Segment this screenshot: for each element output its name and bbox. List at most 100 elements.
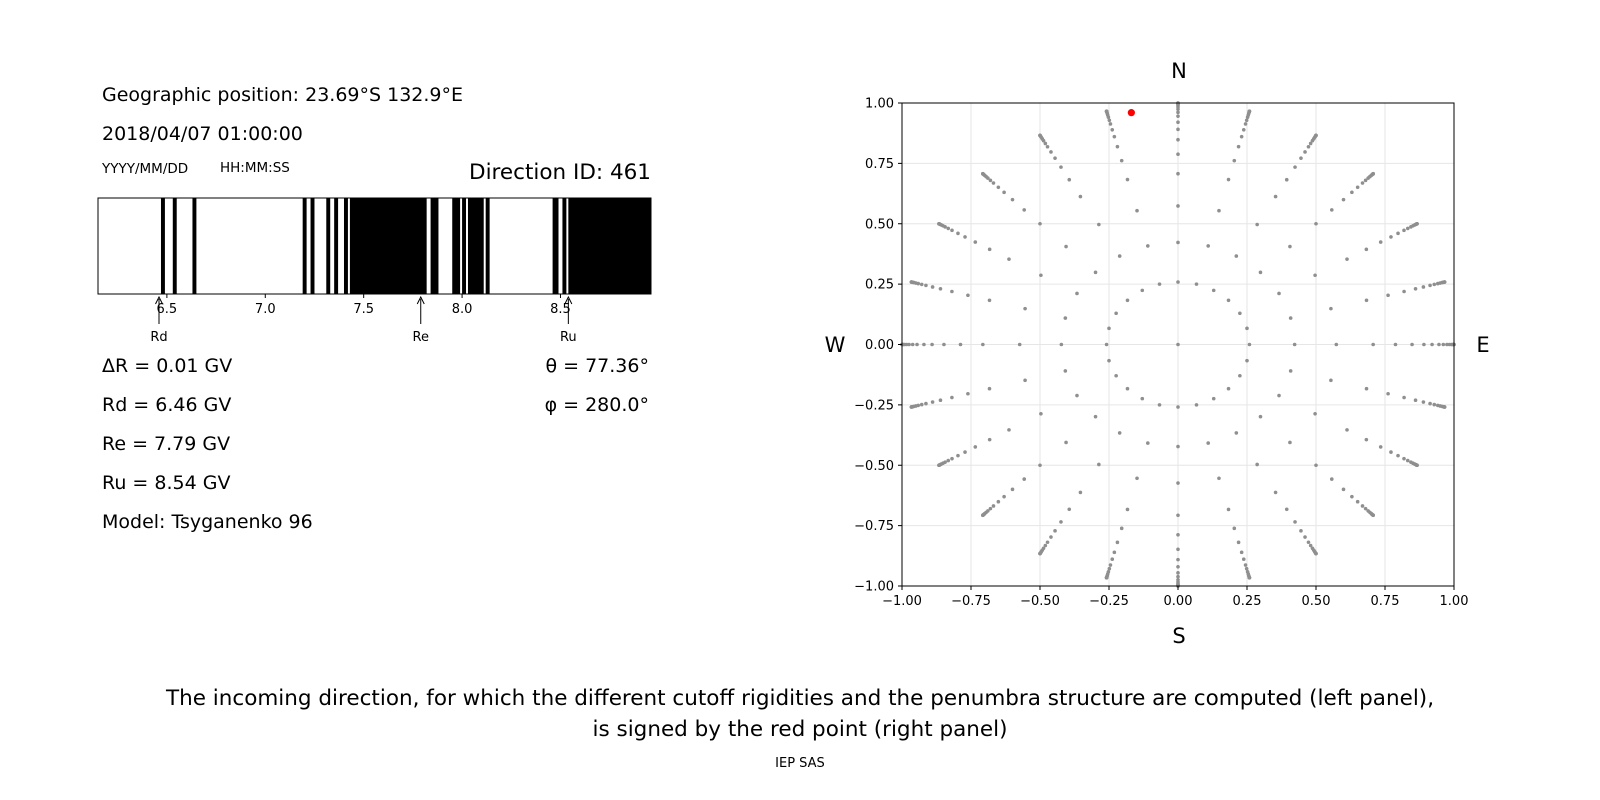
direction-point bbox=[1176, 444, 1180, 449]
direction-point bbox=[1176, 342, 1180, 347]
direction-point bbox=[956, 231, 960, 236]
direction-point bbox=[1422, 342, 1426, 347]
direction-point bbox=[1239, 134, 1244, 139]
direction-point bbox=[1303, 150, 1307, 154]
direction-point bbox=[1378, 445, 1383, 449]
direction-point bbox=[1405, 226, 1410, 231]
direction-point bbox=[1288, 369, 1293, 373]
direction-point bbox=[1217, 476, 1221, 481]
direction-point bbox=[1442, 280, 1447, 284]
direction-point bbox=[1017, 342, 1022, 347]
date-format-label: YYYY/MM/DD bbox=[102, 161, 189, 177]
direction-point bbox=[1413, 398, 1418, 402]
direction-point bbox=[973, 240, 978, 244]
y-tick-label: 0.00 bbox=[865, 338, 894, 353]
direction-point bbox=[1115, 540, 1120, 545]
direction-scatter-chart: −1.00 −0.75 −0.50 −0.25 0.00 0.25 0.50 0.75 1.00… bbox=[825, 59, 1490, 648]
direction-point bbox=[1114, 373, 1118, 378]
penumbra-x-axis: 6.5 7.0 7.5 8.0 8.5 bbox=[157, 294, 571, 317]
direction-point bbox=[1176, 137, 1180, 142]
caption-line-1: The incoming direction, for which the di… bbox=[165, 686, 1435, 711]
direction-point bbox=[1402, 289, 1406, 294]
direction-point bbox=[1110, 127, 1115, 132]
direction-point bbox=[1125, 507, 1130, 512]
y-tick-label: −0.25 bbox=[854, 398, 894, 413]
direction-point bbox=[950, 395, 954, 400]
direction-point bbox=[1226, 386, 1231, 391]
direction-point bbox=[1064, 244, 1068, 249]
forbidden-band bbox=[562, 198, 567, 294]
direction-point bbox=[1157, 403, 1162, 407]
direction-point bbox=[1226, 177, 1231, 182]
delta-r-value: ΔR = 0.01 GV bbox=[102, 355, 233, 377]
direction-point bbox=[1176, 240, 1180, 245]
direction-point bbox=[1023, 306, 1027, 311]
x-tick-label: 0.25 bbox=[1233, 594, 1262, 609]
direction-point bbox=[1125, 298, 1130, 303]
direction-point bbox=[1389, 235, 1393, 239]
direction-point bbox=[996, 185, 1001, 190]
direction-point bbox=[1064, 440, 1068, 445]
x-tick-label: −0.75 bbox=[951, 594, 991, 609]
direction-point bbox=[1313, 273, 1317, 278]
direction-point bbox=[1437, 342, 1441, 347]
forbidden-band bbox=[485, 198, 490, 294]
direction-point bbox=[1441, 342, 1446, 347]
direction-point bbox=[1288, 316, 1293, 320]
direction-point bbox=[1157, 282, 1162, 286]
direction-point bbox=[1232, 526, 1237, 531]
forbidden-band bbox=[192, 198, 197, 294]
x-tick-label: −0.25 bbox=[1089, 594, 1129, 609]
forbidden-band bbox=[343, 198, 348, 294]
direction-point bbox=[930, 400, 935, 404]
direction-point bbox=[1067, 507, 1072, 512]
marker-label-rd: Rd bbox=[150, 330, 167, 345]
direction-point bbox=[1314, 133, 1318, 138]
direction-point bbox=[1389, 450, 1393, 454]
direction-point bbox=[1277, 291, 1281, 296]
caption-line-2: is signed by the red point (right panel) bbox=[592, 717, 1008, 742]
forbidden-band bbox=[467, 198, 484, 294]
datetime: 2018/04/07 01:00:00 bbox=[102, 123, 303, 145]
direction-point bbox=[1284, 177, 1289, 182]
direction-point bbox=[1303, 535, 1307, 539]
direction-point bbox=[1049, 150, 1053, 154]
phi-value: φ = 280.0° bbox=[544, 394, 649, 416]
forbidden-band bbox=[568, 198, 651, 294]
direction-point bbox=[1313, 411, 1317, 416]
direction-point bbox=[942, 342, 946, 347]
direction-point bbox=[1176, 481, 1180, 485]
direction-point bbox=[996, 499, 1001, 504]
direction-point bbox=[1413, 287, 1418, 291]
direction-point bbox=[937, 221, 941, 226]
direction-point bbox=[987, 298, 992, 303]
direction-point bbox=[1217, 208, 1221, 213]
direction-point bbox=[1421, 285, 1426, 289]
direction-point bbox=[1063, 369, 1068, 373]
direction-point bbox=[981, 513, 985, 518]
compass-east: E bbox=[1476, 333, 1489, 357]
direction-point bbox=[1211, 288, 1216, 293]
direction-point bbox=[1345, 428, 1349, 432]
scatter-axes: −1.00 −0.75 −0.50 −0.25 0.00 0.25 0.50 0.75 1.00… bbox=[854, 97, 1468, 610]
geo-position: Geographic position: 23.69°S 132.9°E bbox=[102, 84, 464, 106]
direction-point bbox=[1093, 270, 1098, 275]
direction-point bbox=[1140, 288, 1145, 293]
direction-point bbox=[963, 450, 967, 454]
direction-point bbox=[1363, 506, 1368, 511]
direction-point bbox=[1039, 411, 1043, 416]
penumbra-x-tick-label: 8.0 bbox=[452, 302, 473, 317]
direction-point bbox=[981, 342, 985, 347]
direction-point bbox=[1108, 122, 1113, 126]
direction-point bbox=[1125, 386, 1130, 391]
direction-point bbox=[1176, 557, 1180, 562]
marker-arrow-head bbox=[564, 295, 573, 305]
direction-point bbox=[1108, 563, 1113, 567]
y-tick-label: 0.75 bbox=[865, 157, 894, 172]
scatter-grid bbox=[901, 102, 1455, 587]
direction-point bbox=[1176, 280, 1180, 284]
y-tick-label: 1.00 bbox=[865, 97, 894, 112]
compass-north: N bbox=[1171, 59, 1187, 83]
forbidden-band bbox=[172, 198, 177, 294]
direction-point bbox=[973, 445, 978, 449]
